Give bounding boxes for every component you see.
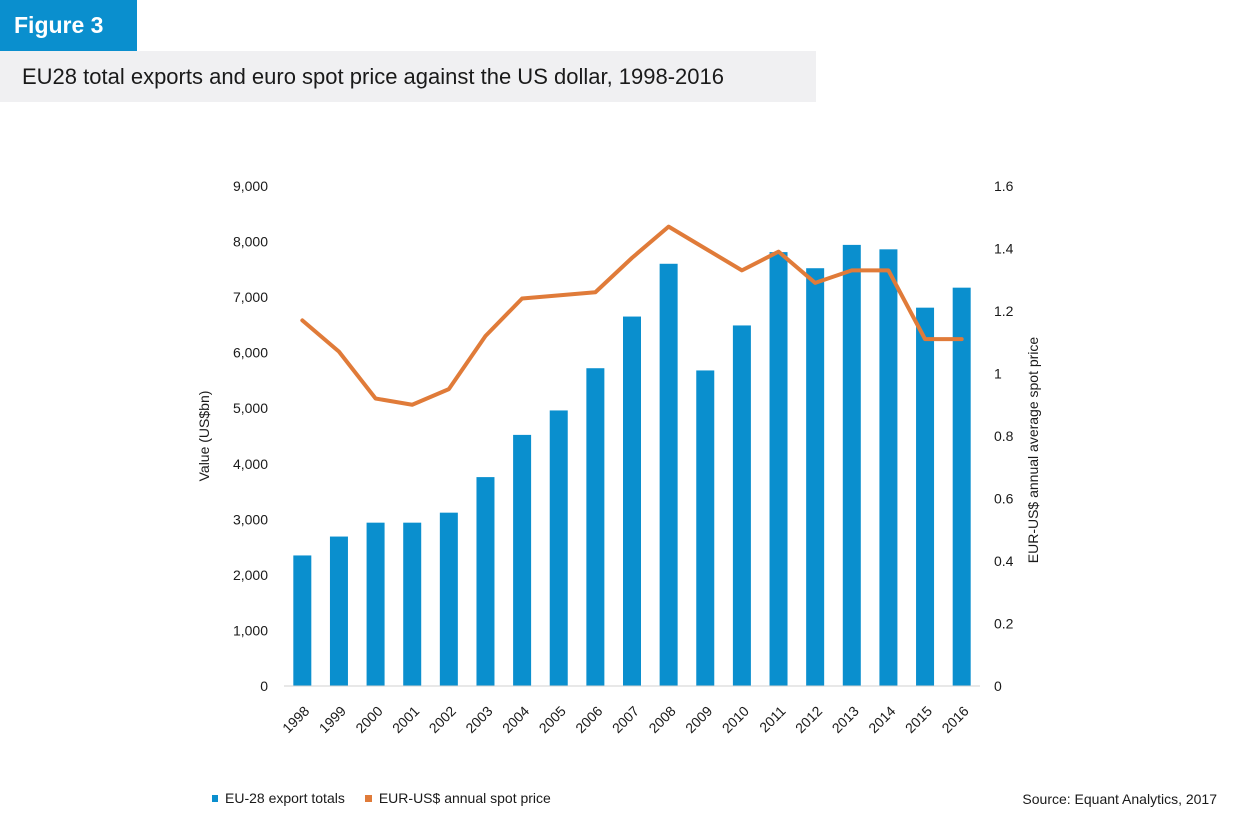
legend-item-spot-price: EUR-US$ annual spot price	[364, 790, 551, 806]
x-tick-label: 2008	[645, 703, 678, 736]
y-left-tick-label: 7,000	[233, 289, 268, 305]
x-tick-label: 2009	[682, 703, 715, 736]
bar-exports	[732, 325, 751, 686]
x-tick-label: 2015	[902, 703, 935, 736]
y-left-axis-title: Value (US$bn)	[196, 391, 212, 482]
y-right-tick-label: 1	[994, 366, 1002, 382]
bar-exports	[842, 244, 861, 686]
legend-swatch-bar	[212, 794, 218, 802]
bar-exports	[659, 263, 678, 686]
y-left-tick-label: 2,000	[233, 567, 268, 583]
bar-exports	[476, 477, 495, 686]
y-right-tick-label: 1.2	[994, 303, 1014, 319]
chart-title: EU28 total exports and euro spot price a…	[22, 63, 725, 89]
y-left-tick-label: 1,000	[233, 622, 268, 638]
bar-exports	[513, 434, 532, 686]
y-left-tick-label: 8,000	[233, 234, 268, 250]
bar-exports	[806, 268, 825, 686]
y-right-axis-title: EUR-US$ annual average spot price	[1025, 337, 1041, 564]
legend-item-exports: EU-28 export totals	[212, 790, 345, 806]
x-tick-label: 2012	[792, 703, 825, 736]
legend-label-spot-price: EUR-US$ annual spot price	[378, 790, 551, 806]
y-left-tick-label: 0	[260, 678, 268, 694]
x-tick-label: 1998	[279, 703, 312, 736]
x-tick-label: 2016	[938, 703, 971, 736]
source-note: Source: Equant Analytics, 2017	[1022, 791, 1217, 807]
legend-swatch-line	[364, 794, 372, 802]
bar-exports	[916, 307, 935, 686]
bar-exports	[952, 287, 971, 686]
x-tick-label: 2010	[719, 703, 752, 736]
legend-label-exports: EU-28 export totals	[225, 790, 345, 806]
chart-title-band: EU28 total exports and euro spot price a…	[0, 51, 816, 102]
x-tick-label: 2013	[829, 703, 862, 736]
bar-exports	[549, 410, 568, 686]
x-tick-label: 2011	[756, 703, 789, 736]
y-left-tick-label: 6,000	[233, 345, 268, 361]
y-right-tick-label: 0.6	[994, 491, 1014, 507]
bar-exports	[696, 370, 715, 686]
x-tick-label: 2001	[389, 703, 422, 736]
y-right-tick-label: 1.4	[994, 241, 1014, 257]
x-tick-label: 2000	[352, 703, 385, 736]
bar-exports	[403, 522, 422, 686]
bar-exports	[623, 316, 641, 686]
y-left-tick-label: 3,000	[233, 511, 268, 527]
bar-exports	[329, 536, 348, 686]
x-tick-label: 2005	[536, 703, 569, 736]
bar-exports	[293, 555, 312, 686]
bar-exports	[769, 252, 788, 686]
y-right-tick-label: 0.2	[994, 616, 1014, 632]
bar-exports	[366, 522, 385, 686]
x-tick-label: 2002	[426, 703, 459, 736]
y-right-tick-label: 0	[994, 678, 1002, 694]
bar-exports	[879, 249, 898, 687]
y-left-tick-label: 9,000	[233, 178, 268, 194]
x-tick-label: 2003	[462, 703, 495, 736]
y-left-tick-label: 4,000	[233, 456, 268, 472]
figure-label: Figure 3	[0, 0, 137, 51]
bar-exports	[439, 512, 458, 686]
legend: EU-28 export totals EUR-US$ annual spot …	[212, 790, 551, 806]
y-right-tick-label: 1.6	[994, 178, 1014, 194]
y-right-tick-label: 0.8	[994, 428, 1014, 444]
x-tick-label: 2004	[499, 703, 532, 736]
y-right-tick-label: 0.4	[994, 553, 1014, 569]
x-tick-label: 1999	[316, 703, 349, 736]
x-tick-label: 2007	[609, 703, 642, 736]
y-left-tick-label: 5,000	[233, 400, 268, 416]
bar-exports	[586, 368, 605, 686]
x-tick-label: 2006	[572, 703, 605, 736]
x-tick-label: 2014	[865, 703, 898, 736]
